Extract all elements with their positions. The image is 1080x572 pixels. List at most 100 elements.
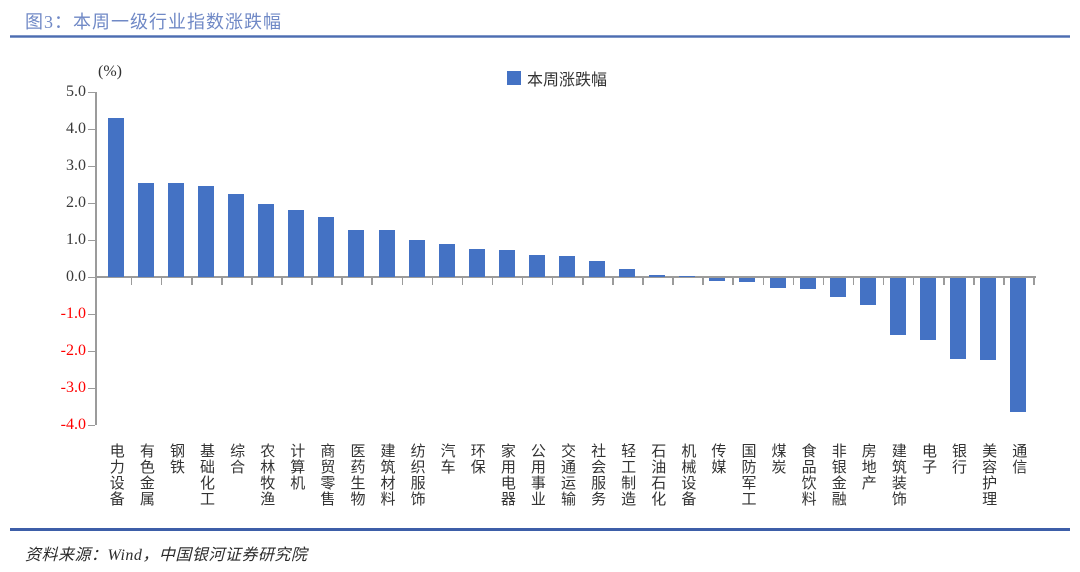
- bar-交通运输: [559, 255, 575, 277]
- y-axis-tick: [88, 387, 95, 389]
- category-label: 国防军工: [739, 443, 756, 507]
- x-axis-tick: [702, 278, 704, 285]
- x-axis-tick: [912, 278, 915, 285]
- x-axis-tick: [160, 278, 163, 285]
- x-axis-tick: [792, 278, 795, 285]
- category-label: 银行: [950, 443, 967, 475]
- bar-医药生物: [348, 229, 365, 277]
- y-axis-tick-label: 0.0: [66, 268, 86, 285]
- y-axis-line: [95, 92, 97, 425]
- x-axis-tick: [431, 278, 434, 285]
- y-axis-tick-label: -4.0: [60, 416, 86, 433]
- y-axis-tick-label: 2.0: [66, 194, 86, 211]
- category-label: 电子: [919, 443, 936, 475]
- bar-有色金属: [137, 182, 154, 277]
- bar-综合: [228, 194, 245, 277]
- bar-电子: [919, 278, 936, 341]
- category-label: 非银金融: [829, 443, 846, 507]
- x-axis-tick: [943, 278, 945, 285]
- bar-基础化工: [198, 185, 215, 277]
- bar-煤炭: [769, 278, 786, 289]
- category-label: 公用事业: [528, 443, 545, 507]
- category-label: 房地产: [859, 443, 876, 491]
- x-axis-tick: [852, 278, 855, 285]
- y-axis-tick: [88, 276, 95, 278]
- category-label: 计算机: [288, 443, 305, 491]
- bar-公用事业: [528, 254, 545, 277]
- bar-农林牧渔: [258, 204, 275, 277]
- bar-建筑装饰: [889, 278, 906, 336]
- x-axis-tick: [882, 278, 885, 285]
- y-axis-tick-label: 1.0: [66, 231, 86, 248]
- category-label: 农林牧渔: [258, 443, 275, 507]
- y-axis-tick-label: 3.0: [66, 157, 86, 174]
- bar-食品饮料: [799, 278, 816, 290]
- x-axis-tick: [130, 278, 133, 285]
- category-label: 医药生物: [348, 443, 365, 507]
- category-label: 建筑材料: [378, 443, 395, 507]
- bar-轻工制造: [619, 269, 636, 277]
- x-axis-tick: [371, 278, 373, 285]
- chart-legend: 本周涨跌幅: [507, 66, 607, 90]
- bar-机械设备: [679, 275, 696, 277]
- y-axis-tick-label: 4.0: [66, 120, 86, 137]
- y-axis-tick: [88, 313, 95, 315]
- x-axis-tick: [401, 278, 404, 285]
- category-label: 基础化工: [198, 443, 215, 507]
- x-axis-line: [95, 276, 1036, 278]
- x-axis-tick: [521, 278, 524, 285]
- y-axis-unit-label: (%): [98, 63, 122, 80]
- category-label: 商贸零售: [318, 443, 335, 507]
- x-axis-tick: [973, 278, 975, 285]
- bar-石油石化: [649, 275, 666, 277]
- x-axis-tick: [1003, 278, 1005, 285]
- figure-title: 图3：本周一级行业指数涨跌幅: [25, 12, 282, 32]
- y-axis-tick: [88, 128, 95, 130]
- x-axis-tick: [612, 278, 614, 285]
- bar-美容护理: [980, 278, 997, 361]
- bar-电力设备: [107, 117, 124, 277]
- category-label: 纺织服饰: [408, 443, 425, 507]
- bar-房地产: [859, 278, 876, 305]
- category-label: 通信: [1010, 443, 1027, 475]
- category-label: 钢铁: [167, 443, 184, 475]
- bar-社会服务: [589, 260, 606, 277]
- category-label: 石油石化: [649, 443, 666, 507]
- category-label: 汽车: [438, 443, 455, 475]
- y-axis-tick: [88, 350, 95, 352]
- category-label: 传媒: [709, 443, 726, 475]
- x-axis-tick: [491, 278, 494, 285]
- bar-建筑材料: [378, 230, 395, 277]
- x-axis-tick: [311, 278, 313, 285]
- category-label: 有色金属: [137, 443, 154, 507]
- x-axis-tick: [582, 278, 584, 285]
- bar-汽车: [438, 243, 455, 277]
- bar-纺织服饰: [408, 240, 425, 277]
- category-label: 电力设备: [107, 443, 124, 507]
- y-axis-tick: [88, 202, 95, 204]
- bar-国防军工: [739, 278, 756, 282]
- bar-计算机: [288, 210, 305, 277]
- x-axis-tick: [461, 278, 464, 285]
- x-axis-tick: [191, 278, 193, 285]
- x-axis-tick: [341, 278, 343, 285]
- y-axis-tick-label: 5.0: [66, 83, 86, 100]
- x-axis-tick: [1033, 278, 1035, 285]
- category-label: 煤炭: [769, 443, 786, 475]
- y-axis-tick: [88, 91, 95, 93]
- category-label: 环保: [468, 443, 485, 475]
- x-axis-tick: [551, 278, 554, 285]
- bar-银行: [950, 278, 967, 359]
- x-axis-tick: [281, 278, 283, 285]
- source-note: 资料来源：Wind，中国银河证券研究院: [25, 547, 308, 564]
- category-label: 机械设备: [679, 443, 696, 507]
- bar-商贸零售: [318, 216, 335, 277]
- category-label: 家用电器: [498, 443, 515, 507]
- bar-钢铁: [167, 182, 184, 277]
- category-label: 建筑装饰: [889, 443, 906, 507]
- category-label: 交通运输: [559, 443, 575, 507]
- bar-家用电器: [498, 250, 515, 277]
- x-axis-tick: [251, 278, 253, 285]
- title-divider: [10, 35, 1070, 38]
